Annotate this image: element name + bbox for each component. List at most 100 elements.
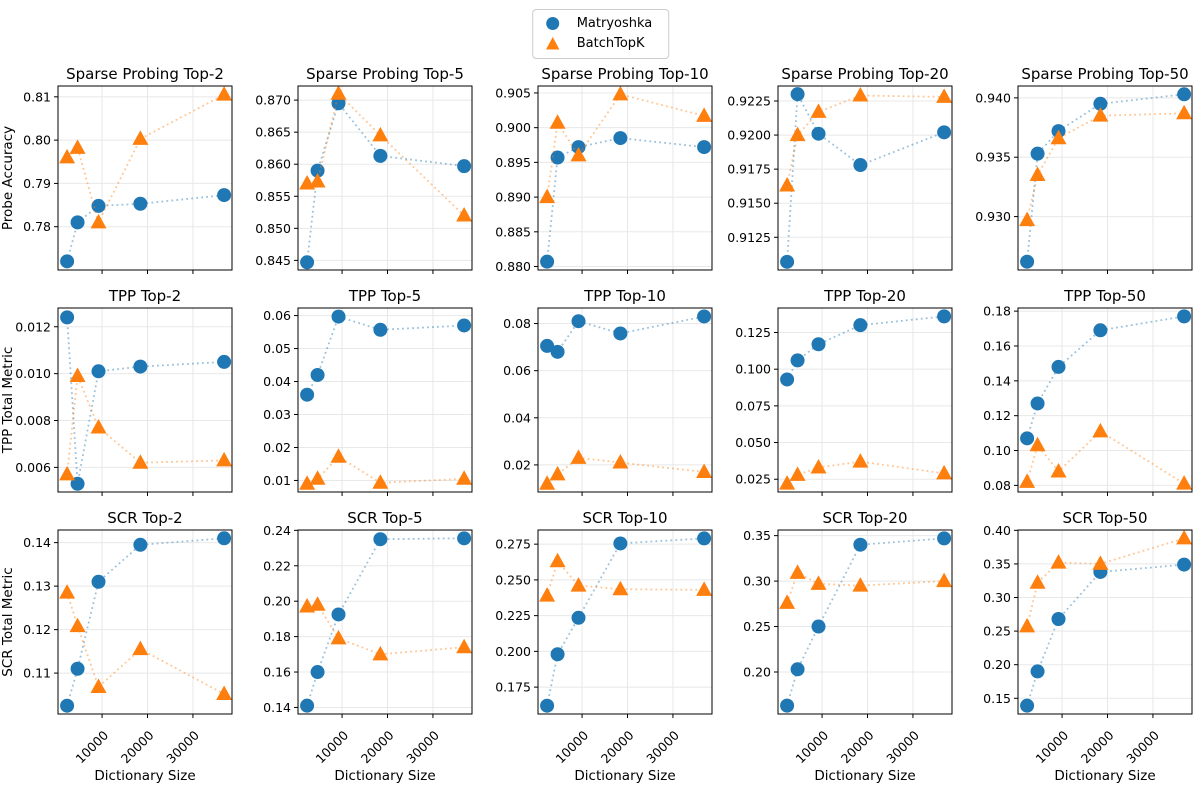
x-axis [581,270,674,274]
x-tick-label: 30000 [1123,727,1162,766]
series-line [66,537,225,706]
data-point [549,114,566,129]
series-batchtopk [299,596,473,661]
data-point [90,213,107,229]
subplot-title: TPP Top-20 [823,287,906,305]
y-tick-label: 0.20 [263,594,291,609]
subplot-title: Sparse Probing Top-10 [541,65,708,83]
plot-area-border [57,529,233,715]
gridlines [778,530,952,714]
data-point [1177,87,1192,102]
subplot-sparse-probing-top-20: Sparse Probing Top-200.91250.91500.91750… [727,65,953,274]
data-point [937,309,952,324]
y-tick-label: 0.16 [263,665,291,680]
y-tick-label: 0.06 [263,308,291,323]
data-point [1019,617,1036,633]
x-axis [101,270,194,274]
y-tick-label: 0.14 [983,373,1011,388]
series-line [306,537,465,706]
data-point [69,139,86,154]
subplot-scr-top-10: SCR Top-10 0.175 0.200 0.225 0.250 0.275 10000… [495,509,713,784]
subplot-tpp-top-20: TPP Top-20 0.025 0.050 0.075 0.100 0.125 [735,287,953,496]
data-point [1030,664,1045,679]
data-point [309,596,326,611]
y-axis: 0.880 0.885 0.890 0.895 0.900 0.905 [495,85,538,274]
data-point [853,158,868,173]
subplot-scr-top-5: SCR Top-5 0.14 0.16 0.18 0.20 0.22 0.24 10000 20… [263,509,473,784]
y-axis-label: Probe Accuracy [0,126,16,230]
y-axis-label: TPP Total Metric [0,347,16,455]
data-point [90,419,107,434]
data-point [373,322,388,337]
legend-label-batchtopk: BatchTopK [576,36,645,51]
series-batchtopk [539,85,713,204]
y-tick-label: 0.940 [975,90,1011,105]
y-tick-label: 0.895 [495,155,531,170]
series-batchtopk [1019,529,1193,633]
y-axis: 0.9125 0.9150 0.9175 0.9200 0.9225 [727,93,778,245]
series-matryoshka [300,309,472,402]
series-batchtopk [779,87,953,192]
data-point [780,372,795,387]
y-tick-label: 0.175 [495,680,531,695]
subplot-sparse-probing-top-10: Sparse Probing Top-10 0.880 0.885 0.890 0.89… [495,65,713,274]
y-tick-label: 0.02 [263,440,291,455]
y-tick-label: 0.14 [23,535,51,550]
series-batchtopk [539,449,713,490]
y-tick-label: 0.890 [495,190,531,205]
data-point [457,159,472,174]
data-point [550,150,565,165]
x-tick-label: 10000 [552,727,591,766]
x-axis [581,492,674,496]
data-point [90,678,107,694]
subplot-title: TPP Top-50 [1063,287,1146,305]
data-point [1020,431,1035,446]
series-batchtopk [59,367,233,481]
subplot-scr-top-20: SCR Top-20 0.20 0.25 0.30 0.35 10000 20000 3000… [743,509,953,784]
subplot-cell-tpp-top-50: TPP Top-50 0.08 0.10 0.12 0.14 0.16 0.18 [960,284,1200,506]
data-point [70,661,85,676]
y-tick-label: 0.9200 [727,128,771,143]
y-tick-label: 0.16 [983,338,1011,353]
subplot-sparse-probing-top-50: Sparse Probing Top-50 0.930 0.935 0.940 [975,65,1193,274]
data-point [811,126,826,141]
x-tick-label: 10000 [1032,727,1071,766]
y-tick-label: 0.006 [15,460,51,475]
x-axis: 10000 20000 30000 [1032,714,1162,766]
gridlines [58,530,232,714]
x-tick-label: 30000 [163,727,202,766]
plot-area-border [537,85,713,271]
y-tick-label: 0.15 [983,691,1011,706]
y-tick-label: 0.905 [495,85,531,100]
data-point [91,198,106,213]
legend-item-batchtopk: BatchTopK [545,36,653,51]
data-point [60,310,75,325]
data-point [810,458,827,474]
subplot-title: SCR Top-50 [1063,509,1148,527]
data-point [1093,96,1108,111]
x-axis-label: Dictionary Size [814,768,915,784]
subplot-title: TPP Top-10 [583,287,666,305]
y-tick-label: 0.14 [263,700,291,715]
data-point [373,532,388,547]
data-point [331,607,346,622]
y-axis: 0.02 0.04 0.06 0.08 [503,316,538,472]
y-tick-label: 0.008 [15,413,51,428]
x-axis [101,492,194,496]
y-tick-label: 0.80 [23,133,51,148]
data-point [539,475,556,490]
y-tick-label: 0.860 [255,157,291,172]
series-line [1026,537,1185,627]
x-tick-label: 20000 [598,727,637,766]
subplot-cell-tpp-top-2: TPP Top-2 0.006 0.008 0.010 0.012 TPP Total M… [0,284,240,506]
plot-area-border [777,307,953,493]
data-point [300,255,315,270]
data-point [853,537,868,552]
y-tick-label: 0.855 [255,189,291,204]
data-point [779,594,796,609]
series-batchtopk [59,86,233,229]
series-line [546,137,705,262]
subplot-title: SCR Top-10 [583,509,668,527]
data-point [372,474,389,489]
